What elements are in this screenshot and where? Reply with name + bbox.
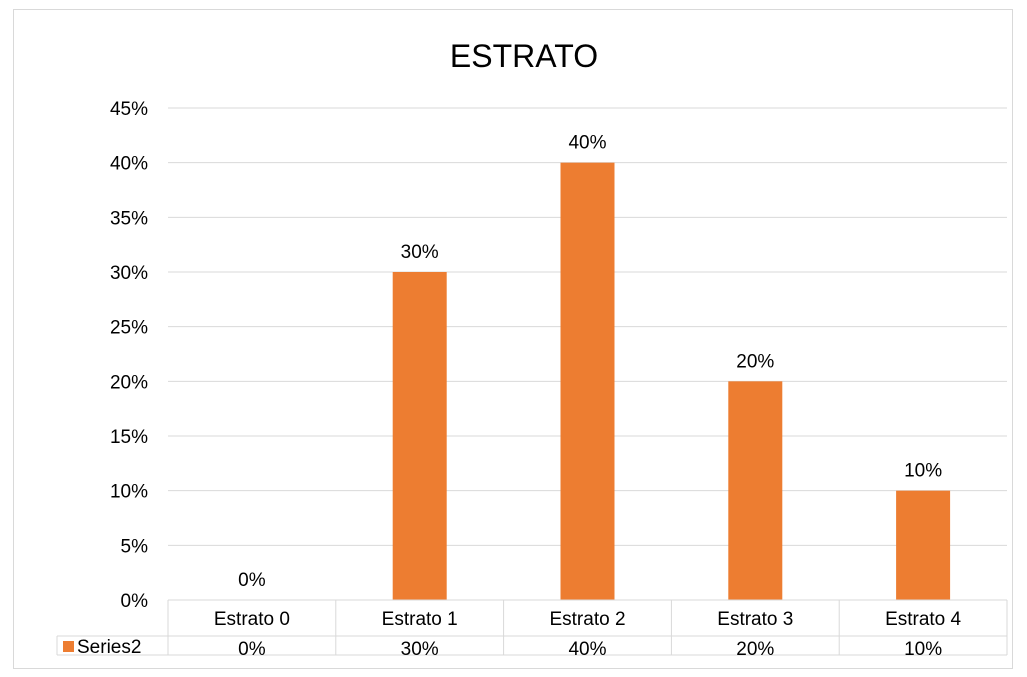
chart-frame — [13, 9, 1013, 669]
category-label: Estrato 0 — [214, 609, 290, 630]
category-label: Estrato 4 — [885, 609, 961, 630]
data-label: 10% — [904, 461, 942, 482]
y-axis-ticks: 0% 5% 10% 15% 20% 25% 30% 35% 40% 45% — [110, 99, 148, 612]
y-tick-label: 30% — [110, 263, 148, 284]
legend-swatch — [63, 641, 74, 652]
data-labels: 0% 30% 40% 20% 10% — [238, 133, 942, 591]
table-value: 20% — [736, 639, 774, 660]
chart-title: ESTRATO — [450, 38, 598, 74]
table-value: 40% — [568, 639, 606, 660]
data-label: 20% — [736, 351, 774, 372]
data-table: Estrato 0 0% Estrato 1 30% Estrato 2 40% Estra… — [56, 599, 1008, 660]
y-tick-label: 40% — [110, 154, 148, 175]
bar — [560, 162, 615, 600]
table-value: 0% — [238, 639, 266, 660]
y-tick-label: 10% — [110, 482, 148, 503]
data-label: 40% — [568, 133, 606, 154]
bar — [896, 490, 951, 600]
y-tick-label: 20% — [110, 372, 148, 393]
legend-series-name: Series2 — [77, 637, 141, 658]
bar — [392, 272, 447, 600]
y-tick-label: 25% — [110, 318, 148, 339]
category-label: Estrato 2 — [549, 609, 625, 630]
data-label: 30% — [401, 242, 439, 263]
data-label: 0% — [238, 570, 266, 591]
y-tick-label: 5% — [121, 536, 149, 557]
table-value: 30% — [401, 639, 439, 660]
table-value: 10% — [904, 639, 942, 660]
y-tick-label: 0% — [121, 591, 149, 612]
bar — [728, 381, 783, 600]
category-label: Estrato 3 — [717, 609, 793, 630]
category-label: Estrato 1 — [382, 609, 458, 630]
y-tick-label: 15% — [110, 427, 148, 448]
y-tick-label: 45% — [110, 99, 148, 120]
bars — [392, 162, 951, 600]
y-tick-label: 35% — [110, 208, 148, 229]
